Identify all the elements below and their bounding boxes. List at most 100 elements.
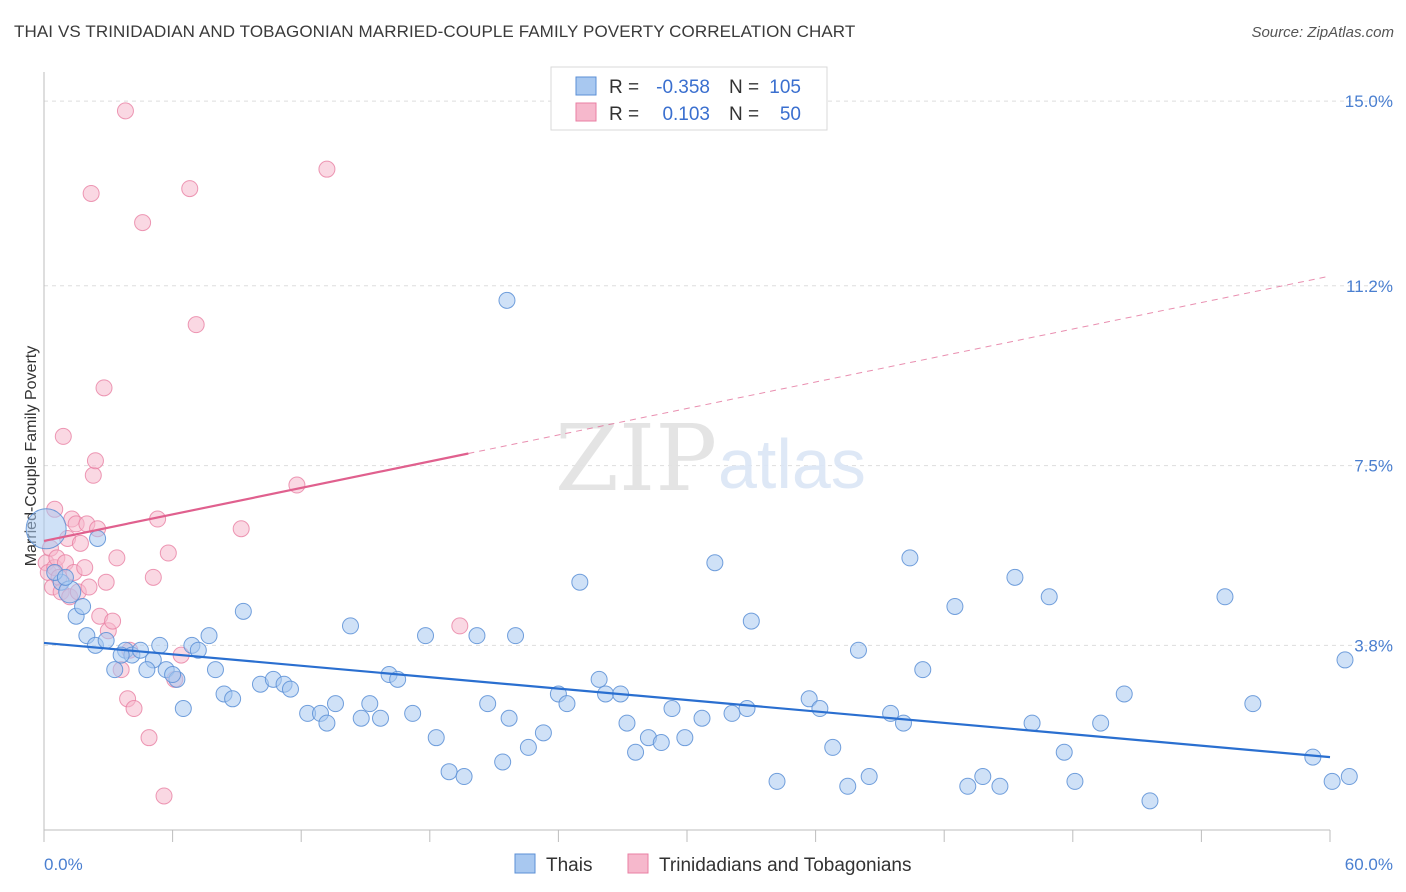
data-point-thais <box>742 612 760 630</box>
data-point-thais <box>468 627 486 645</box>
data-point-thais <box>860 768 878 786</box>
data-point-thais <box>627 743 645 761</box>
data-point-thais <box>372 709 390 727</box>
data-point-thais <box>676 729 694 747</box>
bottom-legend-label-thais: Thais <box>546 855 592 876</box>
data-point-trinidadians <box>76 559 94 577</box>
data-point-thais <box>234 602 252 620</box>
data-point-thais <box>1340 768 1358 786</box>
data-point-thais <box>404 704 422 722</box>
data-point-thais <box>723 704 741 722</box>
data-point-thais <box>97 632 115 649</box>
data-point-thais <box>652 734 670 752</box>
data-point-thais <box>352 709 370 727</box>
data-point-thais <box>1336 651 1354 669</box>
bottom-legend-label-trinidadians: Trinidadians and Tobagonians <box>659 855 911 876</box>
data-point-thais <box>811 700 829 718</box>
data-point-thais <box>440 763 458 781</box>
legend-n-label-thais: N = <box>729 77 759 98</box>
trend-line-trinidadians <box>43 452 469 542</box>
data-point-trinidadians <box>144 568 162 586</box>
data-point-trinidadians <box>181 180 199 198</box>
data-point-thais <box>519 738 537 756</box>
bottom-legend-swatch-thais <box>514 853 536 874</box>
data-point-thais <box>151 636 169 654</box>
data-point-trinidadians <box>80 578 98 596</box>
stats-legend-box <box>550 66 828 131</box>
legend-r-label-trinidadians: R = <box>609 104 639 125</box>
bottom-legend-swatch-trinidadians <box>627 853 649 874</box>
legend-r-value-thais: -0.358 <box>656 77 710 98</box>
legend-n-value-trinidadians: 50 <box>780 104 801 125</box>
y-tick-label: 3.8% <box>1354 636 1393 655</box>
data-point-thais <box>839 777 857 795</box>
data-point-thais <box>498 291 516 309</box>
data-point-trinidadians <box>187 316 205 334</box>
y-axis-tick-labels: 3.8% 7.5% 11.2% 15.0% <box>1345 92 1393 655</box>
data-point-trinidadians <box>95 379 113 397</box>
data-point-thais <box>558 695 576 713</box>
data-point-thais <box>1141 792 1159 810</box>
x-axis-ticks <box>43 830 1331 842</box>
data-point-trinidadians <box>116 102 134 120</box>
data-point-thais <box>914 661 932 679</box>
data-point-trinidadians <box>125 700 143 718</box>
data-point-trinidadians <box>97 573 115 591</box>
data-point-thais <box>106 661 124 679</box>
series-legend: Thais Trinidadians and Tobagonians <box>514 853 911 876</box>
series-trinidadians-points <box>37 102 469 805</box>
data-point-thais <box>56 568 74 586</box>
data-point-thais <box>1115 685 1133 703</box>
legend-swatch-trinidadians <box>575 102 597 122</box>
chart-title: THAI VS TRINIDADIAN AND TOBAGONIAN MARRI… <box>14 22 856 41</box>
data-point-thais <box>1040 588 1058 606</box>
data-point-thais <box>1244 695 1262 713</box>
data-point-thais <box>417 627 435 645</box>
data-point-thais <box>138 661 156 679</box>
data-point-trinidadians <box>54 427 72 445</box>
data-point-thais <box>1066 772 1084 790</box>
data-point-thais <box>1006 568 1024 586</box>
data-point-thais <box>494 753 512 771</box>
data-point-trinidadians <box>318 160 336 178</box>
data-point-thais <box>894 714 912 732</box>
legend-n-label-trinidadians: N = <box>729 104 759 125</box>
trend-lines <box>43 275 1331 759</box>
data-point-thais <box>507 627 525 645</box>
data-point-trinidadians <box>104 612 122 630</box>
data-point-thais <box>946 597 964 615</box>
data-point-trinidadians <box>84 466 102 484</box>
y-tick-label: 7.5% <box>1354 457 1393 476</box>
data-point-thais <box>1055 743 1073 761</box>
data-point-thais <box>174 700 192 718</box>
data-point-thais <box>991 777 1009 795</box>
data-point-trinidadians <box>108 549 126 567</box>
y-tick-label: 11.2% <box>1346 277 1393 296</box>
data-point-thais <box>361 695 379 713</box>
legend-swatch-thais <box>575 76 597 96</box>
data-point-thais <box>590 670 608 688</box>
trend-line-trinidadians-extension <box>468 275 1331 454</box>
data-point-thais <box>427 729 445 747</box>
stats-legend: R = -0.358 N = 105 R = 0.103 N = 50 <box>550 66 828 131</box>
watermark: ZIP atlas <box>555 405 866 512</box>
data-point-thais <box>25 508 67 550</box>
source-label: Source: ZipAtlas.com <box>1251 24 1394 41</box>
data-point-trinidadians <box>82 184 100 202</box>
y-tick-label: 15.0% <box>1345 92 1393 111</box>
data-point-thais <box>824 738 842 756</box>
x-tick-label-min: 0.0% <box>44 855 83 874</box>
series-thais-points <box>25 291 1358 810</box>
data-point-trinidadians <box>155 787 173 805</box>
data-point-thais <box>74 597 92 615</box>
data-point-thais <box>738 700 756 718</box>
data-point-thais <box>706 554 724 572</box>
legend-r-label-thais: R = <box>609 77 639 98</box>
data-point-thais <box>974 768 992 786</box>
data-point-thais <box>959 777 977 795</box>
data-point-trinidadians <box>159 544 177 562</box>
data-point-trinidadians <box>232 520 250 538</box>
data-point-thais <box>1216 588 1234 606</box>
watermark-atlas: atlas <box>718 425 866 503</box>
